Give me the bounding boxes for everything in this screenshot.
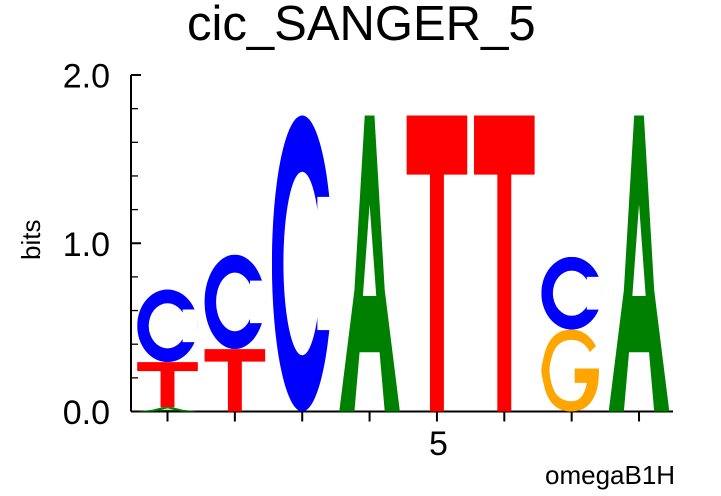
svg-text:0.0: 0.0: [63, 394, 110, 432]
svg-text:2.0: 2.0: [63, 58, 110, 96]
svg-text:1.0: 1.0: [63, 226, 110, 264]
